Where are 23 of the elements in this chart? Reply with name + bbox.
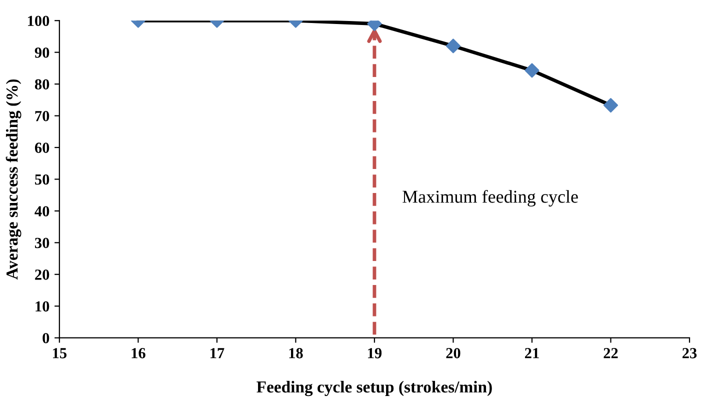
x-tick-label: 23: [682, 348, 697, 358]
y-tick-label: 100: [28, 16, 50, 26]
x-tick-label: 16: [132, 348, 146, 358]
y-tick-label: 60: [34, 142, 50, 153]
x-axis-title: Feeding cycle setup (strokes/min): [256, 380, 492, 396]
x-tick-label: 21: [524, 348, 539, 358]
ref-line-label: Maximum feeding cycle: [402, 190, 578, 207]
y-tick-label: 40: [34, 206, 50, 216]
x-tick-label: 17: [210, 348, 224, 358]
x-tick-label: 20: [446, 348, 460, 358]
y-tick-label: 0: [42, 332, 50, 344]
y-tick-label: 70: [35, 110, 50, 122]
y-tick-label: 30: [35, 238, 50, 248]
y-tick-label: 90: [34, 47, 50, 58]
x-tick-label: 15: [53, 348, 67, 358]
y-tick-label: 50: [35, 174, 50, 185]
y-tick-label: 10: [36, 301, 50, 312]
x-tick-label: 18: [289, 348, 303, 358]
x-tick-label: 19: [368, 348, 382, 358]
x-tick-label: 22: [604, 348, 618, 358]
y-tick-label: 20: [35, 270, 50, 280]
y-axis-title: Average success feeding (%): [6, 79, 22, 280]
y-tick-label: 80: [34, 79, 50, 90]
